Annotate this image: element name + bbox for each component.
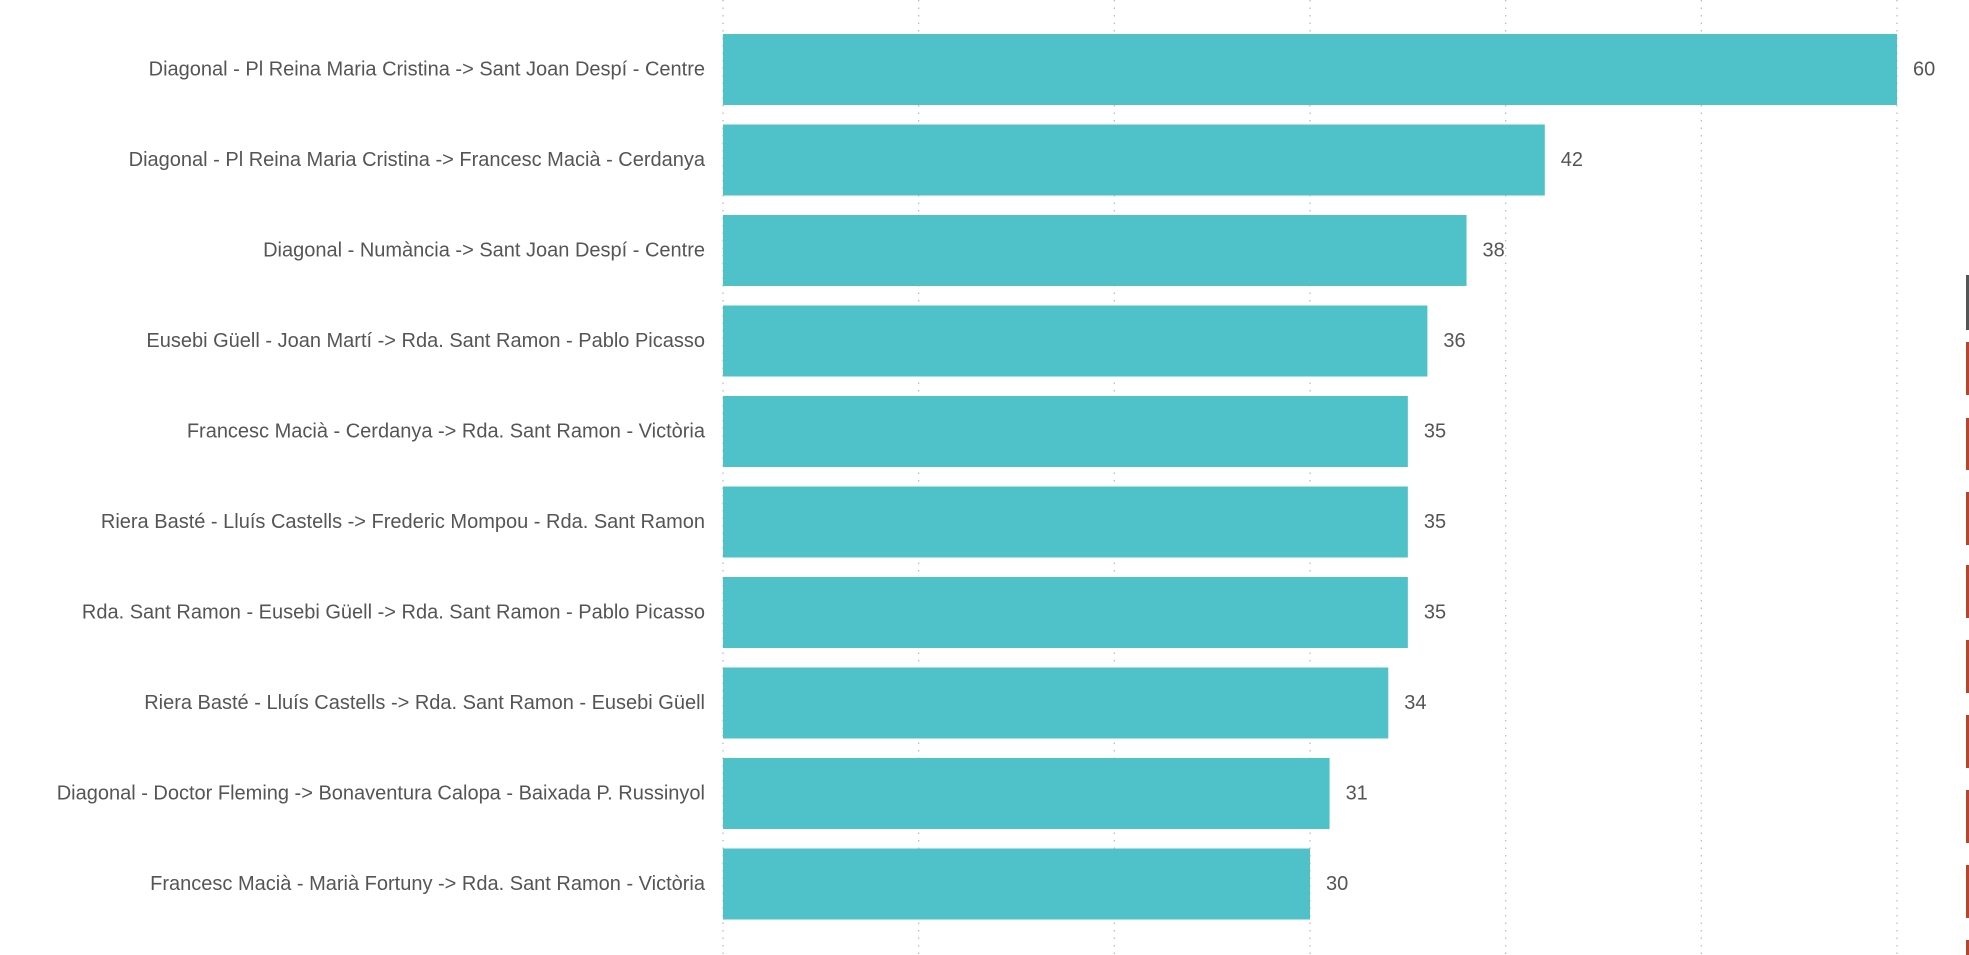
edge-fragment <box>1966 275 1969 330</box>
bar[interactable] <box>723 577 1408 648</box>
value-label: 42 <box>1561 149 1583 171</box>
category-label: Riera Basté - Lluís Castells -> Rda. San… <box>144 692 705 714</box>
bar[interactable] <box>723 667 1389 739</box>
bar[interactable] <box>723 305 1428 377</box>
bar[interactable] <box>723 486 1408 558</box>
value-label: 31 <box>1346 783 1368 805</box>
category-label: Diagonal - Pl Reina Maria Cristina -> Sa… <box>149 59 705 81</box>
value-label: 35 <box>1424 421 1446 443</box>
bar[interactable] <box>723 758 1330 829</box>
edge-fragment <box>1966 492 1969 545</box>
bar[interactable] <box>723 124 1545 196</box>
edge-fragment <box>1966 342 1969 395</box>
bar[interactable] <box>723 848 1310 920</box>
edge-fragment <box>1966 640 1969 693</box>
value-label: 30 <box>1326 873 1348 895</box>
bar[interactable] <box>723 396 1408 467</box>
value-label: 60 <box>1913 59 1935 81</box>
edge-fragment <box>1966 418 1969 470</box>
bar[interactable] <box>723 215 1467 286</box>
category-label: Eusebi Güell - Joan Martí -> Rda. Sant R… <box>146 330 705 352</box>
category-label: Francesc Macià - Marià Fortuny -> Rda. S… <box>150 873 706 895</box>
category-labels: Diagonal - Pl Reina Maria Cristina -> Sa… <box>57 59 706 896</box>
category-label: Francesc Macià - Cerdanya -> Rda. Sant R… <box>187 421 706 443</box>
category-label: Rda. Sant Ramon - Eusebi Güell -> Rda. S… <box>82 602 705 624</box>
value-label: 35 <box>1424 511 1446 533</box>
value-labels: 60 42 38 36 35 35 35 34 31 30 <box>1326 59 1935 896</box>
edge-fragment <box>1966 865 1969 918</box>
bar[interactable] <box>723 34 1897 105</box>
edge-fragment <box>1966 565 1969 618</box>
value-label: 38 <box>1483 240 1505 262</box>
category-label: Diagonal - Doctor Fleming -> Bonaventura… <box>57 783 705 805</box>
category-label: Riera Basté - Lluís Castells -> Frederic… <box>101 511 705 533</box>
bars <box>723 34 1897 920</box>
value-label: 36 <box>1443 330 1465 352</box>
value-label: 34 <box>1404 692 1426 714</box>
category-label: Diagonal - Numància -> Sant Joan Despí -… <box>263 240 705 262</box>
value-label: 35 <box>1424 602 1446 624</box>
right-edge-fragments <box>1966 275 1969 955</box>
edge-fragment <box>1966 790 1969 843</box>
category-label: Diagonal - Pl Reina Maria Cristina -> Fr… <box>129 149 706 171</box>
edge-fragment <box>1966 715 1969 768</box>
edge-fragment <box>1966 940 1969 955</box>
